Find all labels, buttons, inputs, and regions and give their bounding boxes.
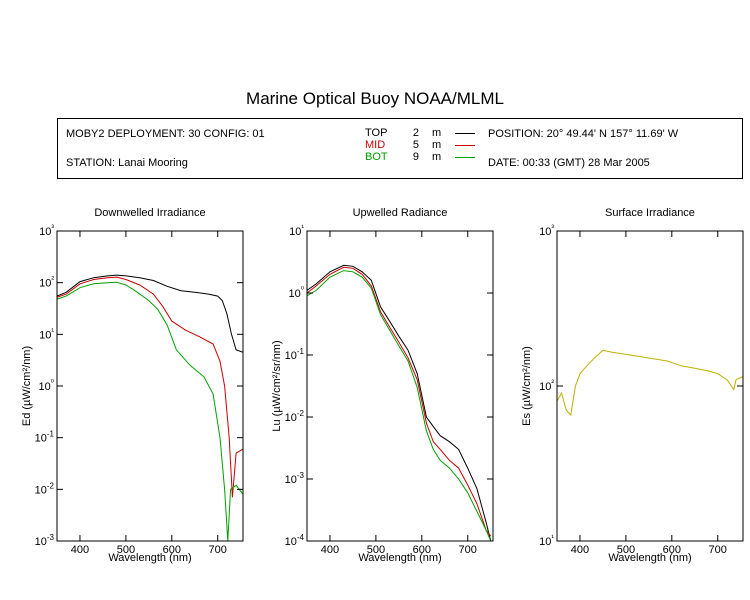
y-tick-label: 10² [539, 378, 554, 393]
legend-depth: 5 [412, 139, 419, 151]
legend-label: TOP [365, 127, 388, 139]
x-tick-label: 400 [321, 544, 339, 556]
legend-item-mid: MID 5 m [365, 139, 475, 151]
x-tick-label: 600 [413, 544, 431, 556]
series-line-bot [57, 281, 243, 541]
legend-line-swatch [455, 145, 475, 146]
series-line-top [57, 274, 243, 353]
series-line-mid [307, 266, 492, 537]
chart-title: Marine Optical Buoy NOAA/MLML [246, 89, 504, 108]
legend-unit: m [432, 127, 442, 139]
y-axis-label: Lu (µW/cm²/sr/nm) [271, 340, 283, 431]
legend-depth: 9 [412, 151, 419, 163]
x-tick-label: 700 [459, 544, 477, 556]
plot-frame [306, 230, 494, 542]
panel-title: Upwelled Radiance [353, 207, 448, 219]
y-tick-label: 10¹ [289, 223, 304, 238]
legend-label: MID [365, 139, 386, 151]
x-tick-label: 400 [571, 544, 589, 556]
legend-item-bot: BOT 9 m [365, 151, 475, 163]
x-tick-label: 500 [617, 544, 635, 556]
y-tick-label: 10³ [539, 223, 554, 238]
x-tick-label: 500 [117, 544, 135, 556]
deployment-label: MOBY2 DEPLOYMENT: 30 CONFIG: 01 [66, 128, 265, 140]
y-tick-label: 10-2 [35, 481, 55, 496]
panel-title: Downwelled Irradiance [94, 207, 205, 219]
date-label: DATE: 00:33 (GMT) 28 Mar 2005 [488, 157, 650, 169]
x-tick-label: 400 [71, 544, 89, 556]
y-tick-label: 10-3 [285, 471, 305, 486]
series-line-top [307, 264, 492, 541]
chart-panel-2: Upwelled Radiance 400 500 600 700 10-4 10-3 10-… [271, 207, 494, 564]
legend-item-top: TOP 2 m [365, 127, 475, 139]
y-tick-label: 10-2 [285, 409, 305, 424]
y-tick-label: 10-4 [285, 533, 305, 548]
legend-unit: m [432, 139, 442, 151]
x-axis-label: Wavelength (nm) [358, 552, 441, 564]
x-axis-label: Wavelength (nm) [108, 552, 191, 564]
legend-unit: m [432, 151, 442, 163]
x-tick-label: 600 [163, 544, 181, 556]
y-tick-label: 10⁰ [39, 378, 54, 393]
y-axis-label: Ed (µW/cm²/nm) [21, 346, 33, 426]
series-line-es [557, 349, 743, 417]
y-tick-label: 10-1 [35, 430, 55, 445]
plot-frame [56, 230, 244, 542]
y-tick-label: 10³ [39, 223, 54, 238]
y-tick-label: 10¹ [39, 326, 54, 341]
x-tick-label: 600 [663, 544, 681, 556]
y-tick-label: 10⁰ [289, 285, 304, 300]
x-tick-label: 500 [367, 544, 385, 556]
series-line-mid [57, 276, 243, 498]
y-axis-label: Es (µW/cm²/nm) [521, 346, 533, 426]
y-tick-label: 10-3 [35, 533, 55, 548]
x-tick-label: 700 [709, 544, 727, 556]
station-label: STATION: Lanai Mooring [66, 157, 188, 169]
legend-line-swatch [455, 133, 475, 134]
position-label: POSITION: 20° 49.44' N 157° 11.69' W [488, 128, 679, 140]
x-axis-label: Wavelength (nm) [608, 552, 691, 564]
plot-frame [556, 230, 744, 542]
series-line-bot [307, 270, 492, 541]
chart-panel-1: Downwelled Irradiance 400 500 600 700 10-3 10-… [21, 207, 244, 564]
chart-panel-3: Surface Irradiance 400 500 600 700 10¹ 10² 10³ W… [521, 207, 744, 564]
x-tick-label: 700 [209, 544, 227, 556]
y-tick-label: 10² [39, 275, 54, 290]
legend-depth: 2 [412, 127, 419, 139]
y-tick-label: 10-1 [285, 347, 305, 362]
y-tick-label: 10¹ [539, 533, 554, 548]
panel-title: Surface Irradiance [605, 207, 695, 219]
legend-line-swatch [455, 157, 475, 158]
legend-label: BOT [365, 151, 388, 163]
info-panel: MOBY2 DEPLOYMENT: 30 CONFIG: 01 STATION:… [57, 118, 743, 179]
